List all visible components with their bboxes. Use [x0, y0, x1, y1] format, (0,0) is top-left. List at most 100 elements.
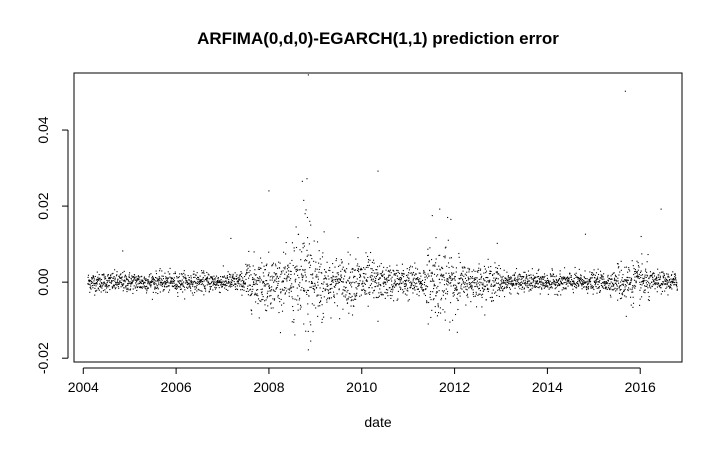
data-point [136, 277, 138, 280]
data-point [171, 277, 174, 279]
data-point [589, 277, 591, 279]
data-point [501, 277, 503, 279]
data-point [610, 285, 612, 287]
data-point [129, 289, 131, 291]
data-point [482, 290, 484, 292]
data-point [629, 270, 631, 272]
data-point [137, 276, 139, 278]
data-point [150, 284, 152, 286]
data-point [331, 279, 333, 281]
data-point [215, 275, 218, 277]
data-point [436, 291, 438, 293]
data-point [480, 276, 482, 279]
data-point [357, 285, 359, 287]
data-point [146, 288, 148, 290]
data-point [261, 299, 263, 301]
data-point [171, 282, 173, 284]
data-point [330, 297, 332, 299]
data-point [445, 246, 447, 248]
data-point [325, 278, 328, 280]
data-point [597, 273, 600, 276]
data-point [642, 279, 644, 281]
data-point [160, 282, 162, 284]
data-point [97, 276, 99, 278]
data-point [609, 289, 611, 291]
data-point [599, 279, 601, 281]
data-point [280, 270, 282, 272]
data-point [396, 283, 398, 285]
data-point [625, 279, 627, 281]
data-point [449, 277, 451, 279]
data-point [112, 277, 115, 279]
data-point [607, 274, 609, 276]
data-point [93, 278, 95, 280]
data-point [659, 278, 661, 280]
data-point [256, 283, 258, 285]
data-point [172, 281, 174, 283]
data-point [339, 278, 342, 280]
data-point [620, 288, 622, 291]
data-point [657, 282, 659, 284]
data-point [255, 281, 257, 283]
data-point [529, 284, 531, 286]
data-point [309, 220, 311, 222]
data-point [259, 276, 261, 278]
data-point [617, 263, 619, 265]
data-point [153, 283, 155, 286]
data-point [205, 277, 207, 279]
data-point [369, 284, 371, 286]
data-point [431, 309, 433, 311]
data-point [283, 251, 285, 253]
data-point [456, 288, 458, 290]
data-point [556, 293, 558, 295]
data-point [577, 282, 579, 285]
data-point [210, 276, 212, 279]
data-point [396, 264, 398, 266]
data-point [119, 277, 122, 279]
data-point [110, 282, 112, 284]
data-point [313, 240, 315, 242]
data-point [318, 302, 321, 304]
data-point [102, 284, 104, 286]
data-point [268, 190, 270, 192]
data-point [431, 259, 433, 261]
data-point [450, 257, 453, 259]
data-point [136, 281, 138, 283]
data-point [304, 213, 306, 215]
data-point [648, 299, 650, 302]
data-point [598, 286, 600, 289]
data-point [157, 293, 159, 295]
data-point [500, 280, 502, 282]
data-point [453, 294, 455, 296]
data-point [497, 278, 499, 280]
data-point [439, 269, 441, 271]
data-point [227, 280, 230, 283]
data-point [311, 274, 313, 276]
data-point [494, 284, 496, 286]
data-point [269, 286, 271, 289]
data-point [662, 284, 664, 286]
data-point [160, 284, 162, 286]
data-point [671, 281, 673, 283]
data-point [601, 277, 603, 279]
data-point [320, 263, 322, 265]
data-point [266, 283, 268, 285]
data-point [444, 247, 446, 249]
data-point [296, 268, 298, 270]
data-point [284, 268, 286, 270]
data-point [497, 289, 499, 291]
data-point [387, 279, 389, 281]
data-point [450, 285, 452, 287]
data-point [404, 293, 406, 295]
data-point [300, 306, 302, 308]
data-point [358, 284, 360, 286]
data-point [355, 287, 357, 289]
data-point [448, 272, 450, 274]
data-point [540, 283, 542, 285]
data-point [128, 276, 130, 279]
data-point [575, 287, 577, 289]
data-point [436, 287, 438, 289]
data-point [176, 275, 178, 278]
data-point [182, 283, 184, 285]
data-point [596, 277, 598, 279]
